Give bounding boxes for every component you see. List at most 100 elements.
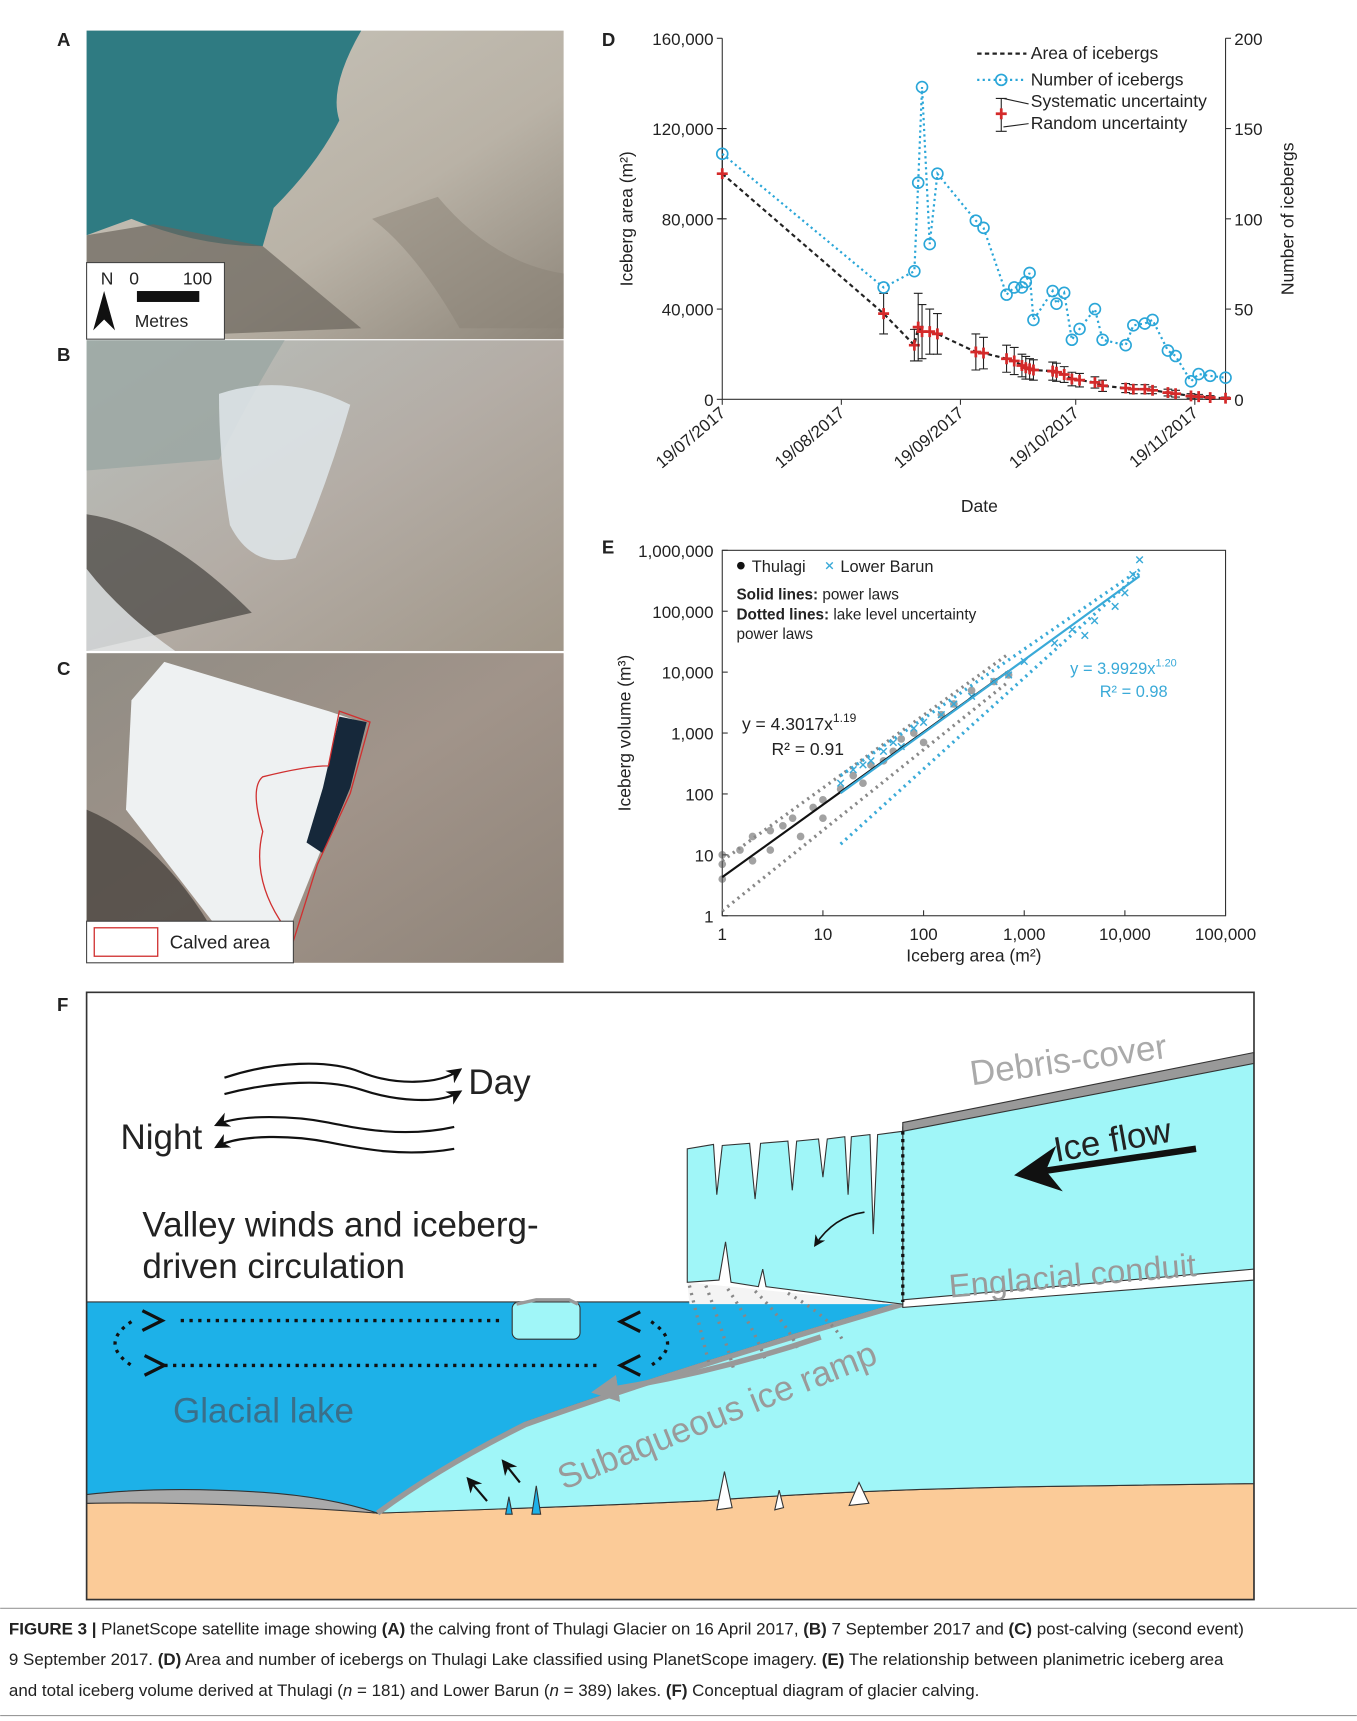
r-squared: R² = 0.91 xyxy=(771,739,843,759)
caption-segment: (A) xyxy=(382,1620,406,1639)
point xyxy=(1027,313,1040,327)
caption-line: FIGURE 3 | PlanetScope satellite image s… xyxy=(9,1620,1244,1639)
iceberg xyxy=(511,1301,581,1340)
winds-label: Valley winds and iceberg- xyxy=(142,1205,538,1244)
point xyxy=(1051,366,1062,378)
point xyxy=(879,747,888,756)
point xyxy=(878,308,890,320)
series-line xyxy=(721,172,1226,400)
point xyxy=(748,856,757,865)
overhang xyxy=(686,1130,904,1305)
point xyxy=(1089,376,1101,388)
point xyxy=(1096,333,1109,347)
point xyxy=(1161,344,1175,357)
point xyxy=(924,326,936,338)
point xyxy=(819,796,827,804)
point xyxy=(1007,281,1021,294)
legend-label: Number of icebergs xyxy=(1031,69,1184,89)
r-squared: R² = 0.98 xyxy=(1100,683,1168,701)
note: Solid lines: power laws xyxy=(736,587,899,604)
caption-segment: Conceptual diagram of glacier calving. xyxy=(687,1681,979,1700)
caption-segment: The relationship between planimetric ice… xyxy=(844,1650,1224,1669)
point xyxy=(715,147,729,161)
point xyxy=(1046,284,1059,298)
series-line xyxy=(721,86,1226,384)
fit-line xyxy=(839,568,1141,777)
scale-start: 0 xyxy=(129,268,139,288)
point xyxy=(1220,392,1232,404)
point xyxy=(1119,338,1132,352)
y-axis-label: Iceberg area (m²) xyxy=(617,151,637,286)
point xyxy=(1090,616,1099,625)
note-bold: Dotted lines: xyxy=(736,606,829,623)
point xyxy=(1204,392,1216,404)
x-tick-label: 100,000 xyxy=(1195,925,1256,944)
point xyxy=(978,347,989,359)
point xyxy=(1097,380,1109,392)
point xyxy=(779,821,787,830)
caption-segment: Area and number of icebergs on Thulagi L… xyxy=(181,1650,822,1669)
fit-line xyxy=(840,575,1141,795)
lake-label: Glacial lake xyxy=(173,1391,354,1430)
x-tick-label: 19/11/2017 xyxy=(1126,403,1202,471)
caption-segment: n xyxy=(343,1681,352,1700)
point xyxy=(1147,384,1159,396)
equation: y = 4.3017x xyxy=(742,714,833,734)
winds-label: driven circulation xyxy=(142,1247,405,1286)
note: Dotted lines: lake level uncertainty xyxy=(736,606,976,623)
x-tick-label: 19/07/2017 xyxy=(652,403,729,472)
point xyxy=(1146,313,1159,327)
legend-swatch xyxy=(995,108,1007,120)
legend-label: Lower Barun xyxy=(840,558,933,576)
x-tick-label: 19/08/2017 xyxy=(771,403,848,472)
caption: FIGURE 3 | PlanetScope satellite image s… xyxy=(9,1620,1244,1700)
point xyxy=(867,757,875,765)
y-tick-label: 1,000 xyxy=(671,725,713,744)
point xyxy=(1121,589,1129,597)
point xyxy=(1050,639,1059,647)
day-label: Day xyxy=(468,1063,531,1102)
note: power laws xyxy=(736,626,813,643)
point xyxy=(836,779,845,788)
point xyxy=(919,718,928,727)
fit-equation: y = 3.9929x1.20 xyxy=(1070,657,1177,678)
caption-segment: post-calving (second event) xyxy=(1032,1620,1244,1639)
caption-segment: FIGURE 3 | xyxy=(9,1620,97,1639)
point xyxy=(915,80,929,94)
equation: y = 3.9929x xyxy=(1070,660,1156,678)
caption-segment: (F) xyxy=(666,1681,688,1700)
scale-end: 100 xyxy=(183,268,212,288)
y-tick-label: 120,000 xyxy=(652,120,713,139)
point xyxy=(923,237,937,251)
point xyxy=(1127,383,1139,395)
panel-letter: F xyxy=(57,994,68,1015)
point xyxy=(1081,631,1089,640)
y-tick-label: 10 xyxy=(695,846,714,865)
panel-letter: D xyxy=(602,29,615,50)
point xyxy=(1008,355,1020,367)
night-label: Night xyxy=(121,1118,203,1157)
point xyxy=(919,738,928,747)
point xyxy=(718,860,727,869)
y-tick-label: 0 xyxy=(704,391,713,410)
point xyxy=(1135,555,1144,564)
north-label: N xyxy=(101,268,114,288)
point xyxy=(1203,369,1217,383)
y-tick-label: 40,000 xyxy=(662,301,714,320)
y-axis-label: Iceberg volume (m³) xyxy=(614,655,634,812)
panel-letter: B xyxy=(57,344,70,365)
fit-line xyxy=(721,652,1010,863)
point xyxy=(977,221,990,235)
panel-letter: A xyxy=(57,29,70,50)
y-tick-label: 10,000 xyxy=(662,664,714,683)
point xyxy=(1127,319,1140,332)
legend-swatch xyxy=(994,73,1008,87)
point xyxy=(967,686,976,695)
point xyxy=(766,846,775,854)
satellite-image-c: Calved area xyxy=(86,653,564,964)
point xyxy=(1074,374,1086,386)
x-tick-label: 100 xyxy=(909,925,937,944)
point xyxy=(1023,266,1036,280)
y2-tick-label: 50 xyxy=(1234,301,1253,320)
